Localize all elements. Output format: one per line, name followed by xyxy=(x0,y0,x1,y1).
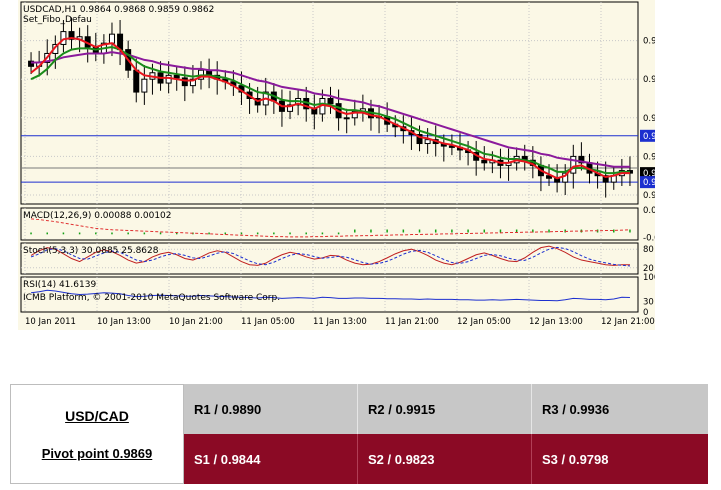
resistance-2-cell: R2 / 0.9915 xyxy=(358,384,532,434)
pivot-point-label: Pivot point 0.9869 xyxy=(41,445,153,461)
time-tick-label: 11 Jan 13:00 xyxy=(313,317,367,327)
price-tick-label: 0.9875 xyxy=(643,152,655,162)
candle-body xyxy=(570,155,577,174)
macd-label: MACD(12,26,9) 0.00088 0.00102 xyxy=(23,211,172,221)
candle-body xyxy=(343,117,350,120)
candle-body xyxy=(327,97,334,105)
price-tick-label: 0.9845 xyxy=(643,191,655,201)
support-1-cell: S1 / 0.9844 xyxy=(184,434,358,484)
support-3-cell: S3 / 0.9798 xyxy=(532,434,708,484)
price-tick-label: 0.9905 xyxy=(643,114,655,124)
price-label-text: 0.9862 xyxy=(643,169,655,179)
candle-body xyxy=(448,145,455,148)
price-label-box xyxy=(640,176,655,189)
stoch-label: Stoch(5,3,3) 30.0885 25.8628 xyxy=(23,246,159,256)
macd-pane-frame xyxy=(20,207,639,241)
price-label-box xyxy=(640,129,655,142)
candle-body xyxy=(578,155,585,164)
copyright-label: ICMB Platform, © 2001-2010 MetaQuotes So… xyxy=(23,293,280,303)
candle-body xyxy=(173,74,180,79)
ma-mid-line xyxy=(30,46,630,175)
forex-chart: 0.9965 0.9935 0.9905 0.9875 0.9845 0.9891 0.98… xyxy=(18,0,655,330)
candle-body xyxy=(133,69,140,93)
time-tick-label: 10 Jan 13:00 xyxy=(97,317,151,327)
rsi-line xyxy=(30,289,630,302)
time-tick-label: 11 Jan 21:00 xyxy=(385,317,439,327)
candle-body xyxy=(108,33,115,44)
resistance-1-cell: R1 / 0.9890 xyxy=(184,384,358,434)
time-tick-label: 11 Jan 05:00 xyxy=(241,317,295,327)
candle-body xyxy=(546,175,553,179)
candle-body xyxy=(68,31,75,40)
time-tick-label: 12 Jan 05:00 xyxy=(457,317,511,327)
candle-body xyxy=(181,77,188,87)
indicator-label: Set_Fibo_Defau xyxy=(23,15,92,25)
chart-canvas: 0.9965 0.9935 0.9905 0.9875 0.9845 0.9891 0.98… xyxy=(20,1,655,327)
candle-body xyxy=(351,110,358,119)
candle-body xyxy=(28,60,35,67)
rsi-tick-label: 0 xyxy=(643,308,648,318)
ma-slow-line xyxy=(31,51,630,168)
chart-header: USDCAD,H1 0.9864 0.9868 0.9859 0.9862 xyxy=(23,5,214,15)
stoch-pane-frame xyxy=(20,242,639,275)
macd-signal-line xyxy=(31,218,630,238)
time-tick-label: 12 Jan 21:00 xyxy=(601,317,655,327)
candle-body xyxy=(189,78,196,87)
price-label-text: 0.9891 xyxy=(643,132,655,142)
candle-body xyxy=(416,134,423,145)
time-tick-label: 12 Jan 13:00 xyxy=(529,317,583,327)
candle-body xyxy=(481,159,488,164)
macd-tick-label: -0.0015 xyxy=(643,234,655,244)
time-tick-label: 10 Jan 21:00 xyxy=(169,317,223,327)
candle-body xyxy=(562,172,569,183)
candle-body xyxy=(141,78,148,93)
pair-cell: USD/CAD Pivot point 0.9869 xyxy=(10,384,184,484)
candle-body xyxy=(424,139,431,145)
candle-body xyxy=(602,175,609,183)
support-2-cell: S2 / 0.9823 xyxy=(358,434,532,484)
price-tick-label: 0.9965 xyxy=(643,37,655,47)
stoch-tick-label: 80 xyxy=(643,245,654,255)
pair-label: USD/CAD xyxy=(65,407,129,424)
pivot-table: USD/CAD Pivot point 0.9869 R1 / 0.9890 R… xyxy=(10,384,708,484)
rsi-tick-label: 100 xyxy=(643,273,655,283)
stoch-signal-line xyxy=(30,246,630,267)
candle-body xyxy=(287,104,294,112)
rsi-tick-label: 30 xyxy=(643,298,654,308)
stoch-main-line xyxy=(30,245,630,266)
price-label-text: 0.9855 xyxy=(643,178,655,188)
price-label-box xyxy=(640,167,655,180)
resistance-3-cell: R3 / 0.9936 xyxy=(532,384,708,434)
macd-tick-label: 0.0066 xyxy=(643,206,655,216)
rsi-label: RSI(14) 41.6139 xyxy=(23,280,96,290)
ma-fast-line xyxy=(30,37,630,180)
price-tick-label: 0.9935 xyxy=(643,75,655,85)
stoch-tick-label: 20 xyxy=(643,264,654,274)
time-tick-label: 10 Jan 2011 xyxy=(25,317,76,327)
